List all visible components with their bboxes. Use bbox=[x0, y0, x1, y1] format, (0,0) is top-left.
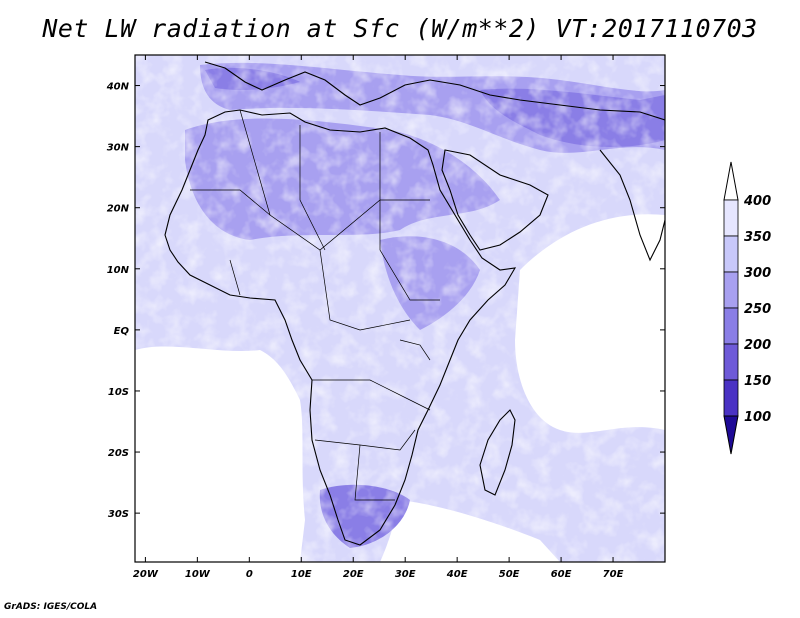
lat-tick-label: EQ bbox=[114, 326, 130, 337]
coastline-arabia bbox=[441, 149, 549, 251]
coastline-africa bbox=[164, 109, 517, 546]
colorbar-label: 150 bbox=[744, 374, 771, 389]
lat-tick-label: 20S bbox=[108, 448, 129, 459]
colorbar-label: 200 bbox=[744, 338, 771, 353]
colorbar-label: 400 bbox=[743, 194, 771, 209]
colorbar-label: 250 bbox=[744, 302, 771, 317]
lon-tick-label: 0 bbox=[246, 569, 253, 580]
grads-credit: GrADS: IGES/COLA bbox=[4, 602, 98, 612]
colorbar-bottom-arrow bbox=[723, 415, 739, 455]
lon-tick-label: 30E bbox=[395, 569, 416, 580]
colorbar-swatch bbox=[723, 199, 739, 237]
lon-tick-label: 50E bbox=[499, 569, 520, 580]
border-line bbox=[314, 429, 416, 451]
lat-tick-label: 10N bbox=[107, 265, 130, 276]
map-title: Net LW radiation at Sfc (W/m**2) VT:2017… bbox=[42, 14, 758, 43]
coastlines bbox=[164, 61, 665, 546]
lat-tick-label: 40N bbox=[106, 82, 130, 93]
colorbar-swatch bbox=[723, 235, 739, 273]
lon-tick-label: 10W bbox=[185, 569, 211, 580]
border-line bbox=[229, 259, 241, 296]
border-line bbox=[319, 249, 411, 331]
colorbar-swatch bbox=[723, 271, 739, 309]
colorbar-swatch bbox=[723, 379, 739, 417]
lat-tick-label: 30S bbox=[108, 509, 129, 520]
radiation-field bbox=[135, 55, 665, 562]
borders bbox=[190, 109, 440, 501]
colorbar-label: 100 bbox=[744, 410, 771, 425]
colorbar-swatch bbox=[723, 343, 739, 381]
lat-tick-label: 10S bbox=[108, 387, 129, 398]
latitude-axis: 40N 30N 20N 10N EQ 10S 20S 30S bbox=[106, 82, 665, 520]
lon-tick-label: 70E bbox=[603, 569, 624, 580]
lon-tick-label: 40E bbox=[446, 569, 468, 580]
lon-tick-label: 20W bbox=[133, 569, 159, 580]
border-line bbox=[354, 444, 395, 501]
lon-tick-label: 10E bbox=[291, 569, 312, 580]
longitude-axis: 20W 10W 0 10E 20E 30E 40E 50E 60E 70E bbox=[133, 55, 624, 580]
border-line bbox=[399, 339, 431, 361]
lon-tick-label: 20E bbox=[343, 569, 364, 580]
colorbar: 400 350 300 250 200 150 100 bbox=[723, 161, 771, 455]
coastline-india bbox=[599, 149, 665, 262]
border-line bbox=[299, 125, 326, 251]
colorbar-label: 300 bbox=[744, 266, 771, 281]
border-line bbox=[190, 189, 271, 216]
lon-tick-label: 60E bbox=[551, 569, 572, 580]
border-line bbox=[379, 132, 440, 301]
coastline-madagascar bbox=[479, 409, 516, 496]
lat-tick-label: 30N bbox=[107, 143, 130, 154]
coastline-europe bbox=[204, 61, 665, 121]
colorbar-label: 350 bbox=[744, 230, 771, 245]
lat-tick-label: 20N bbox=[107, 204, 130, 215]
colorbar-swatch bbox=[723, 307, 739, 345]
map-frame bbox=[134, 54, 666, 563]
field-texture bbox=[135, 55, 665, 562]
border-line bbox=[312, 379, 431, 411]
colorbar-top-arrow bbox=[723, 161, 739, 201]
